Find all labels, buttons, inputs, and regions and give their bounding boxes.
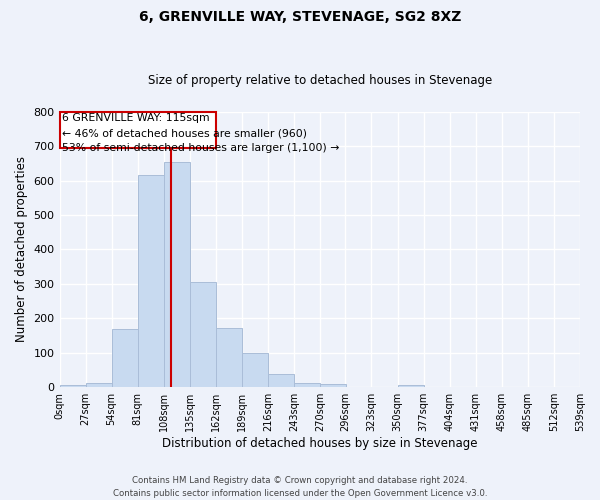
FancyBboxPatch shape [59,112,216,148]
Bar [138,176,164,387]
Text: Contains HM Land Registry data © Crown copyright and database right 2024.
Contai: Contains HM Land Registry data © Crown c… [113,476,487,498]
Text: 6, GRENVILLE WAY, STEVENAGE, SG2 8XZ: 6, GRENVILLE WAY, STEVENAGE, SG2 8XZ [139,10,461,24]
Y-axis label: Number of detached properties: Number of detached properties [15,156,28,342]
Bar [164,162,190,387]
Bar [242,354,268,387]
Bar [190,282,216,387]
Bar [216,328,242,387]
Title: Size of property relative to detached houses in Stevenage: Size of property relative to detached ho… [148,74,492,87]
Bar [59,386,86,387]
Bar [112,328,138,387]
Bar [320,384,346,387]
X-axis label: Distribution of detached houses by size in Stevenage: Distribution of detached houses by size … [162,437,478,450]
Bar [268,374,294,387]
Bar [86,383,112,387]
Text: 6 GRENVILLE WAY: 115sqm
← 46% of detached houses are smaller (960)
53% of semi-d: 6 GRENVILLE WAY: 115sqm ← 46% of detache… [62,114,340,153]
Bar [398,386,424,387]
Bar [294,382,320,387]
